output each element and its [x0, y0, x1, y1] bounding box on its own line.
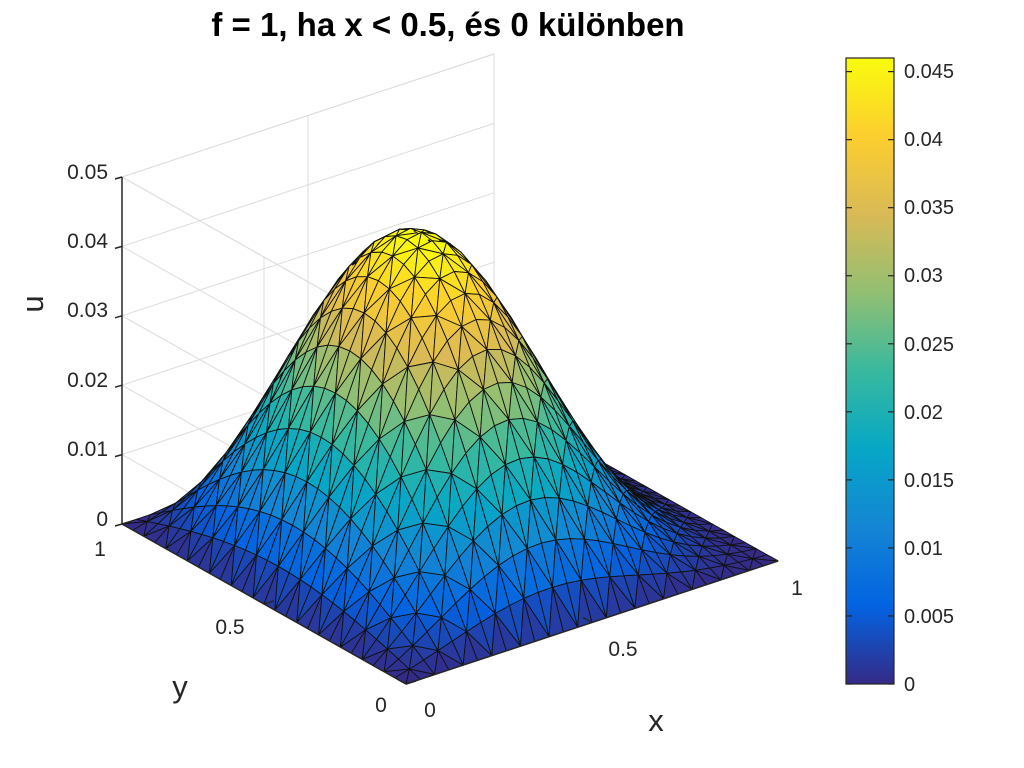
x-tick: [396, 678, 407, 685]
surface-mesh: [121, 227, 779, 685]
colorbar-tick-label: 0.015: [904, 470, 954, 492]
z-tick-label: 0.01: [67, 438, 108, 461]
colorbar-tick-label: 0.03: [904, 265, 943, 287]
z-tick: [114, 315, 123, 319]
colorbar: 0 0.005 0.01 0.015 0.02 0.025 0.03 0.035…: [845, 57, 954, 696]
z-tick-label: 0.05: [67, 161, 108, 184]
x-tick-label: 0: [424, 699, 436, 722]
colorbar-ticks: [846, 71, 894, 685]
z-tick-label: 0: [96, 508, 108, 531]
z-tick-label: 0.02: [67, 369, 108, 392]
x-tick: [768, 555, 779, 562]
z-tick: [114, 523, 123, 527]
colorbar-tick-label: 0.005: [904, 606, 954, 628]
y-tick-label: 0.5: [215, 616, 244, 639]
z-tick: [114, 245, 123, 250]
x-tick: [582, 616, 593, 624]
colorbar-tick-label: 0.01: [904, 538, 943, 560]
y-tick: [263, 600, 275, 605]
z-axis-label: u: [15, 295, 50, 312]
colorbar-tick-label: 0.035: [904, 197, 954, 219]
colorbar-tick-label: 0: [904, 674, 915, 696]
z-tick: [114, 453, 123, 458]
y-tick: [405, 680, 417, 685]
y-tick-label: 1: [94, 538, 106, 561]
x-axis-label: x: [648, 703, 664, 738]
z-tick: [114, 176, 123, 180]
x-tick-label: 1: [791, 577, 803, 600]
x-tick-label: 0.5: [608, 638, 637, 661]
axes-frame: [114, 176, 779, 685]
colorbar-tick-label: 0.02: [904, 402, 943, 424]
z-tick-label: 0.03: [67, 299, 108, 322]
y-tick-label: 0: [375, 694, 387, 717]
y-tick: [121, 520, 133, 525]
colorbar-tick-label: 0.045: [904, 61, 954, 83]
colorbar-tick-label: 0.04: [904, 129, 943, 151]
y-axis-label: y: [172, 669, 188, 704]
z-tick-label: 0.04: [67, 230, 108, 253]
z-tick: [114, 384, 123, 388]
colorbar-tick-label: 0.025: [904, 334, 954, 356]
colorbar-gradient: [845, 57, 895, 685]
chart-title: f = 1, ha x < 0.5, és 0 különben: [211, 6, 684, 43]
